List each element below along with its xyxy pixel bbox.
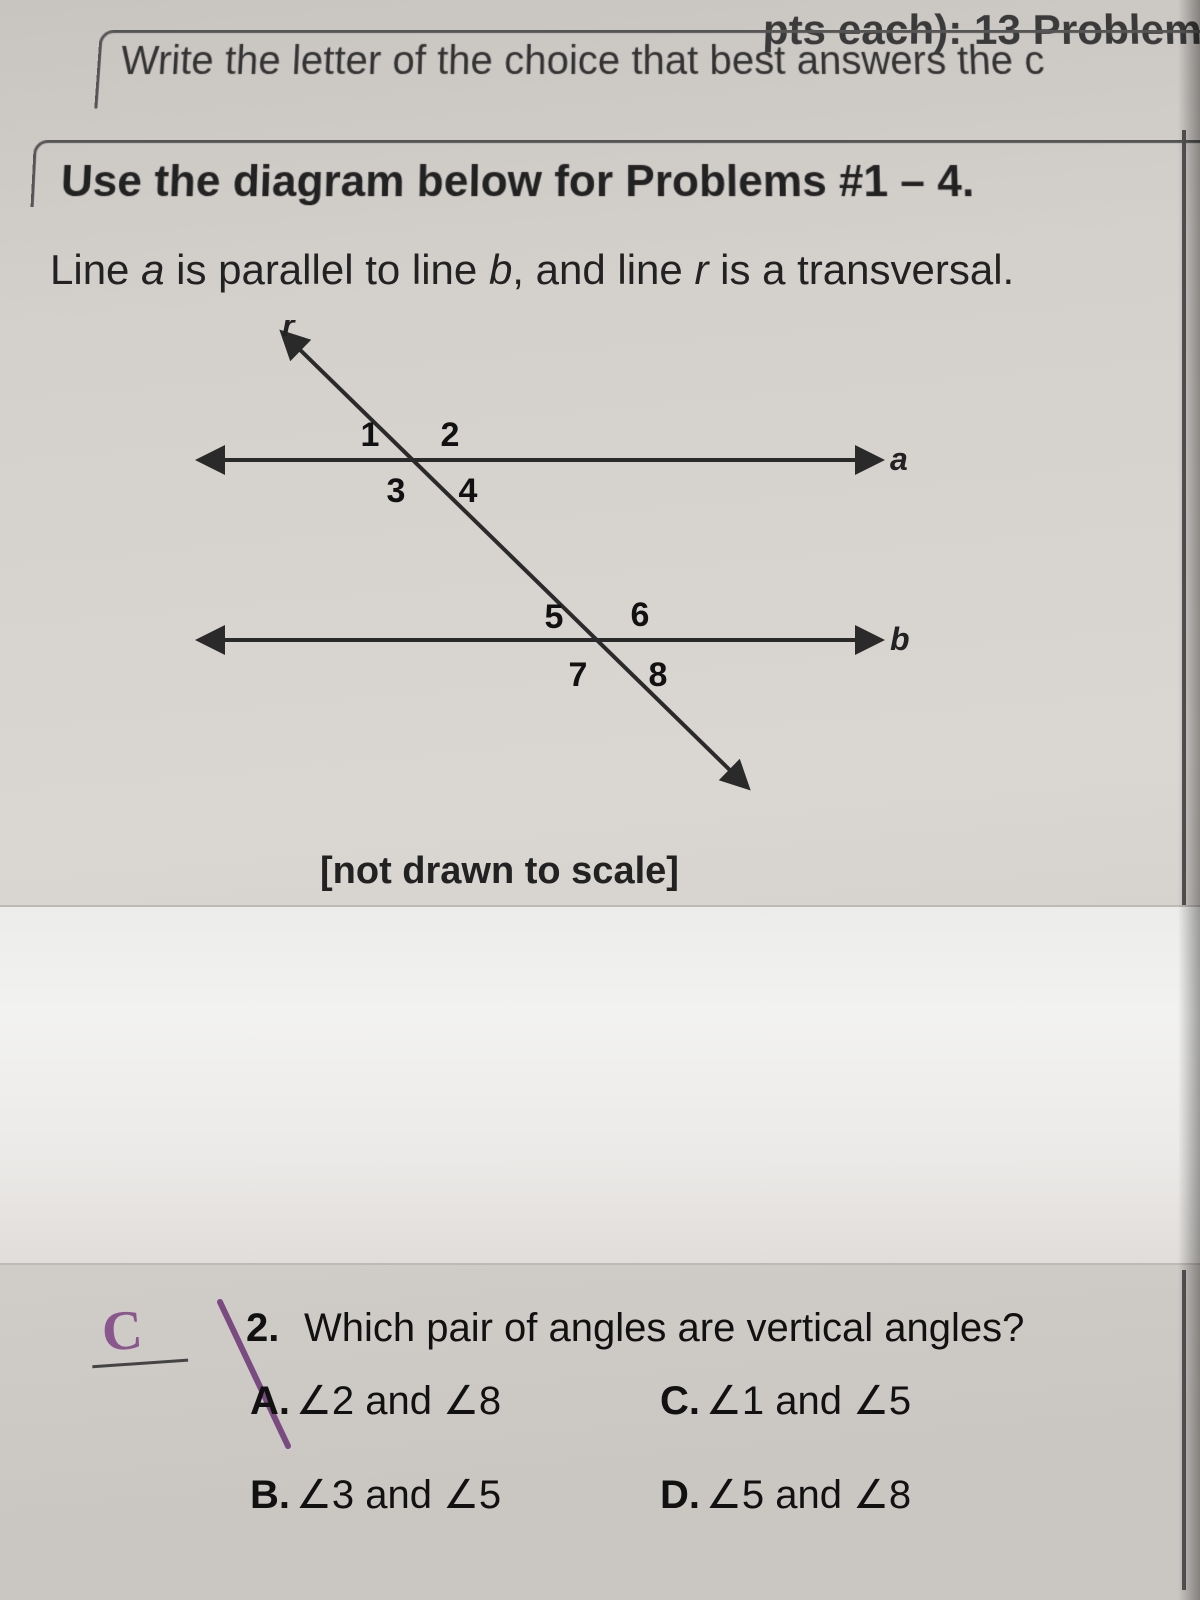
- line-r-name: r: [694, 246, 708, 293]
- angle-4: 4: [459, 472, 478, 510]
- geometry-diagram: r a b 1 2 3 4 5 6 7 8: [170, 320, 930, 840]
- choice-d: D.∠5 and ∠8: [660, 1472, 911, 1518]
- angle-7: 7: [569, 656, 588, 694]
- b-label: b: [890, 621, 910, 657]
- choice-a: A.∠2 and ∠8: [250, 1378, 501, 1424]
- angle-5: 5: [545, 598, 564, 636]
- angle-2: 2: [441, 416, 460, 454]
- choice-a-text: ∠2 and ∠8: [296, 1379, 501, 1423]
- handwritten-answer: C: [88, 1295, 189, 1369]
- angle-1: 1: [361, 416, 380, 454]
- worksheet-page: pts each): 13 Problem Write the letter o…: [0, 0, 1200, 1600]
- choice-b-text: ∠3 and ∠5: [296, 1473, 501, 1517]
- r-label: r: [282, 320, 296, 343]
- not-to-scale-note: [not drawn to scale]: [320, 850, 679, 893]
- line-a-name: a: [141, 246, 164, 293]
- choice-c: C.∠1 and ∠5: [660, 1378, 911, 1424]
- question-text: Which pair of angles are vertical angles…: [304, 1306, 1024, 1351]
- line-r: [290, 340, 740, 780]
- instruction-box: Write the letter of the choice that best…: [94, 30, 1200, 108]
- page-edge-shadow: [1178, 0, 1200, 1600]
- a-label: a: [890, 441, 908, 477]
- line-b-name: b: [489, 246, 512, 293]
- choice-b: B.∠3 and ∠5: [250, 1472, 501, 1518]
- setup-mid1: is parallel to line: [164, 246, 489, 293]
- angle-8: 8: [649, 656, 668, 694]
- diagram-title-box: Use the diagram below for Problems #1 – …: [31, 140, 1200, 207]
- angle-3: 3: [387, 472, 406, 510]
- choice-d-text: ∠5 and ∠8: [706, 1473, 911, 1517]
- setup-suffix: is a transversal.: [708, 246, 1014, 293]
- angle-6: 6: [631, 596, 650, 634]
- setup-prefix: Line: [50, 246, 141, 293]
- paper-fold-overlay: [0, 905, 1200, 1265]
- problem-setup: Line a is parallel to line b, and line r…: [50, 246, 1014, 294]
- question-number: 2.: [246, 1306, 279, 1351]
- choice-c-text: ∠1 and ∠5: [706, 1379, 911, 1423]
- setup-mid2: , and line: [512, 246, 694, 293]
